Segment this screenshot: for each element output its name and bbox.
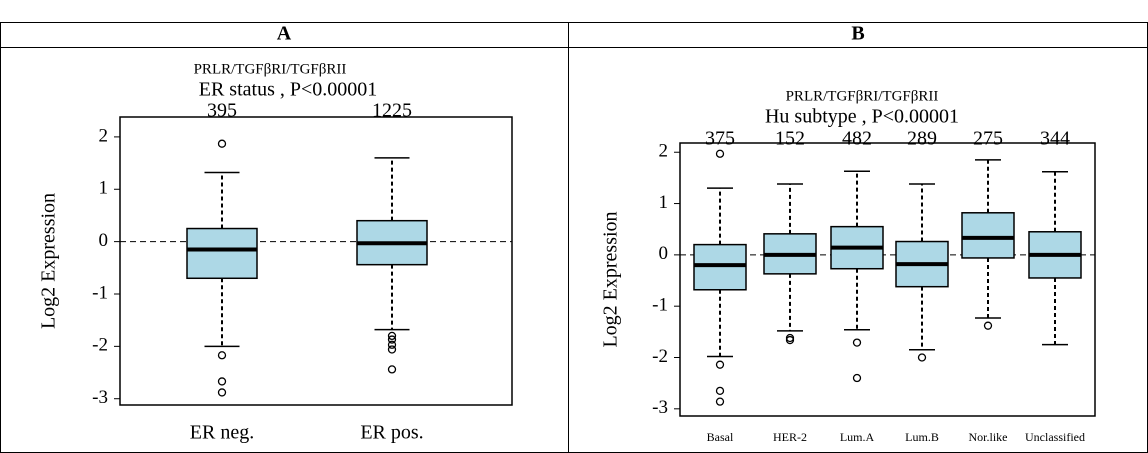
- outlier: [387, 365, 397, 374]
- outlier: [852, 338, 862, 347]
- y-tick-label: -1: [652, 295, 668, 316]
- x-tick-label: ER pos.: [360, 422, 423, 444]
- box: [693, 243, 747, 291]
- chart-subtitle: Hu subtype , P<0.00001: [765, 106, 959, 128]
- y-tick-label: -2: [652, 346, 668, 367]
- plot-frame: [679, 142, 1096, 417]
- count-label: 1225: [372, 100, 412, 122]
- y-tick-label: 2: [99, 125, 109, 146]
- panel-label: A: [277, 23, 292, 45]
- count-label: 482: [842, 128, 872, 150]
- count-label: 344: [1040, 128, 1070, 150]
- outlier: [217, 139, 227, 148]
- outlier: [217, 388, 227, 397]
- y-tick-label: 0: [659, 243, 669, 264]
- count-label: 395: [207, 100, 237, 122]
- y-tick-label: -3: [92, 387, 108, 408]
- y-tick-label: -2: [92, 335, 108, 356]
- panel-label: B: [851, 23, 864, 45]
- chart-title: PRLR/TGFβRI/TGFβRII: [194, 61, 347, 77]
- y-axis-label: Log2 Expression: [38, 193, 60, 329]
- box: [186, 227, 258, 280]
- y-tick-label: -3: [652, 397, 668, 418]
- plot-frame: [119, 116, 513, 406]
- outlier: [715, 149, 725, 158]
- outlier: [387, 345, 397, 354]
- outlier: [387, 335, 397, 344]
- outlier: [785, 335, 795, 345]
- x-tick-label: ER neg.: [190, 422, 254, 444]
- outlier: [852, 373, 862, 383]
- x-tick-label: HER-2: [773, 430, 807, 444]
- count-label: 289: [907, 128, 937, 150]
- y-tick-label: 2: [659, 141, 669, 162]
- x-tick-label: Basal: [707, 430, 734, 444]
- count-label: 275: [973, 128, 1003, 150]
- box: [961, 212, 1015, 259]
- y-axis-label: Log2 Expression: [600, 211, 622, 347]
- outlier: [387, 331, 397, 341]
- outlier: [387, 340, 397, 349]
- outlier: [217, 351, 227, 360]
- outlier: [715, 386, 725, 396]
- count-label: 152: [775, 128, 805, 150]
- outlier: [217, 377, 227, 386]
- y-tick-label: 1: [99, 178, 109, 199]
- outlier: [917, 353, 927, 362]
- x-tick-label: Lum.A: [840, 430, 875, 444]
- outlier: [983, 321, 993, 330]
- chart-title: PRLR/TGFβRI/TGFβRII: [786, 88, 939, 104]
- chart-subtitle: ER status , P<0.00001: [199, 79, 378, 101]
- y-tick-label: 0: [99, 230, 109, 251]
- y-tick-label: -1: [92, 282, 108, 303]
- outlier: [715, 397, 725, 406]
- x-tick-label: Lum.B: [905, 430, 939, 444]
- outlier: [715, 360, 725, 369]
- count-label: 375: [705, 128, 735, 150]
- x-tick-label: Nor.like: [969, 430, 1008, 444]
- x-tick-label: Unclassified: [1025, 430, 1085, 444]
- y-tick-label: 1: [659, 192, 669, 213]
